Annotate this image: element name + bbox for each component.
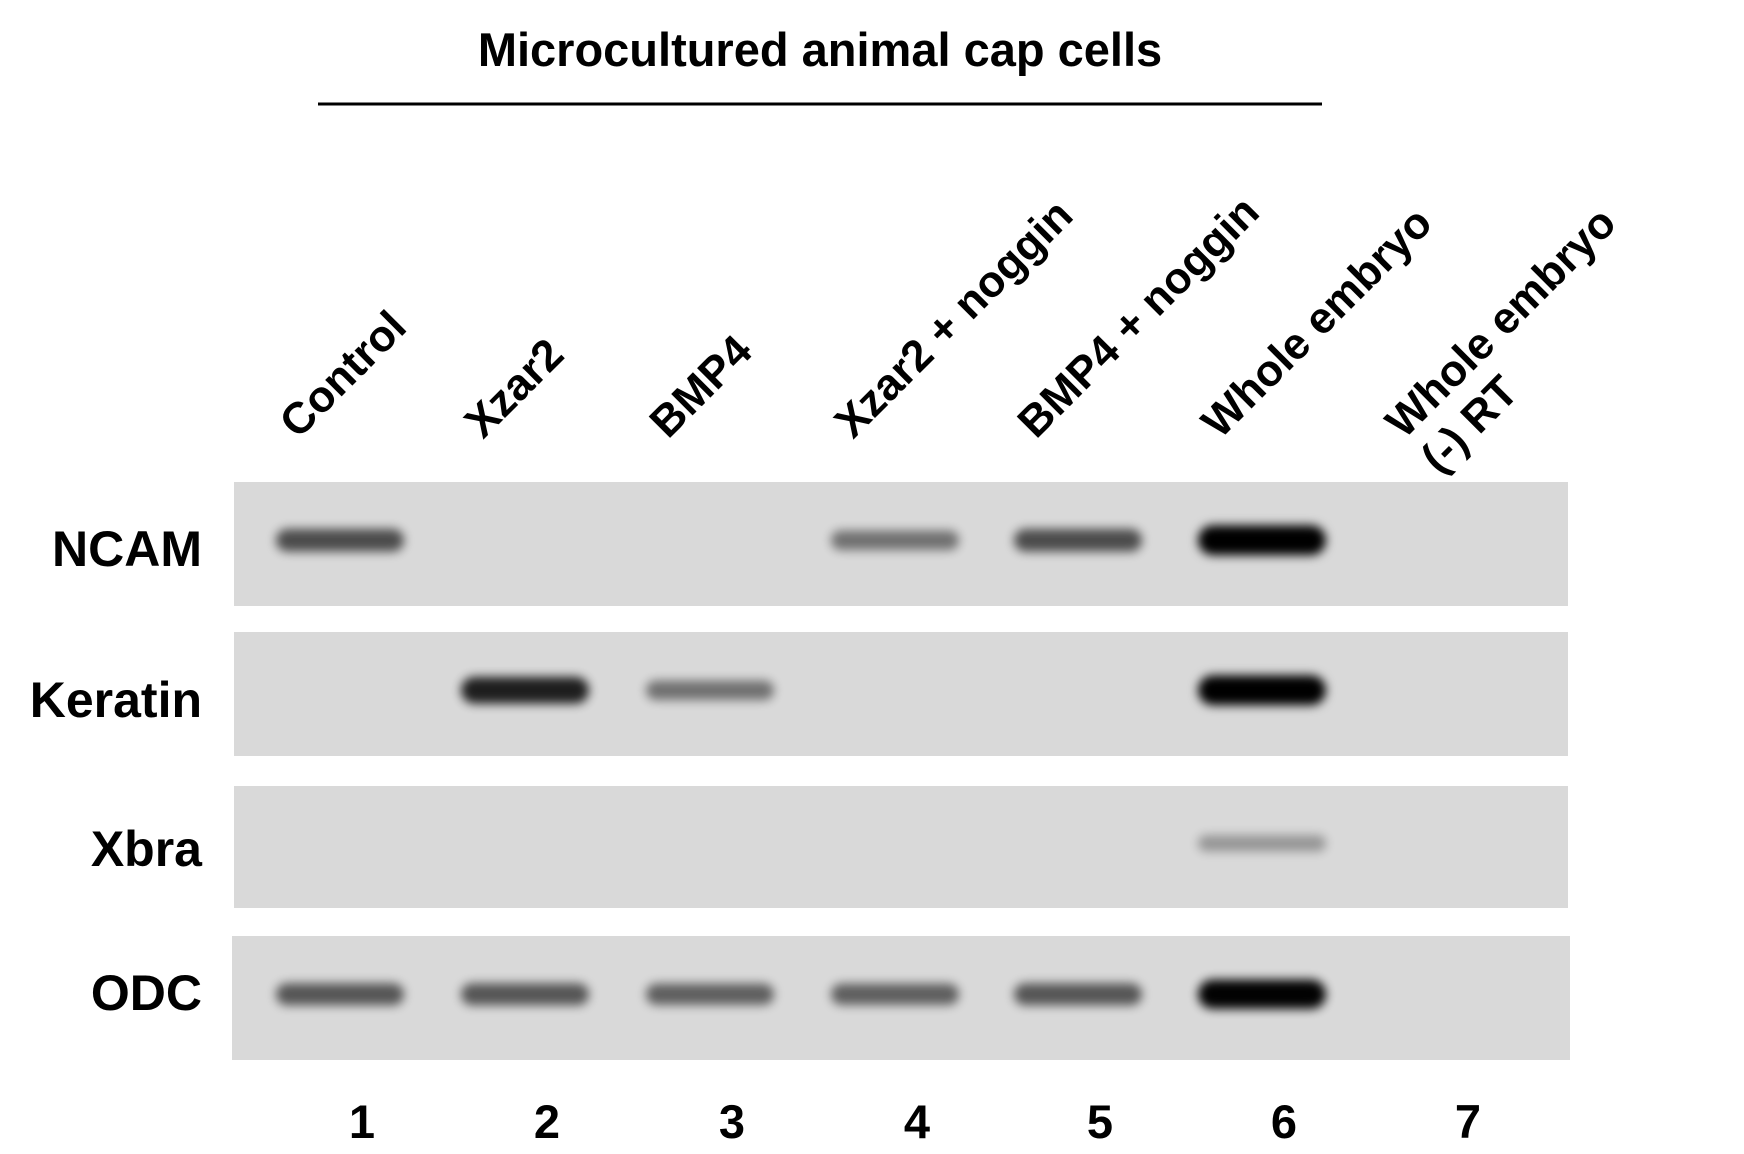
- gel-strip: [234, 632, 1568, 756]
- panel-odc: ODC: [91, 936, 1570, 1060]
- band-lane-2: [461, 676, 589, 704]
- lane-label-3-line-1: BMP4: [640, 326, 761, 447]
- lane-number-5: 5: [1087, 1095, 1113, 1148]
- lane-number-1: 1: [349, 1095, 375, 1148]
- lane-number-4: 4: [904, 1095, 930, 1148]
- band-lane-6: [1198, 979, 1326, 1009]
- figure-title: Microcultured animal cap cells: [478, 23, 1162, 76]
- band-lane-5: [1014, 528, 1142, 552]
- lane-number-6: 6: [1271, 1095, 1297, 1148]
- lane-numbers: 1 2 3 4 5 6 7: [349, 1095, 1481, 1148]
- band-lane-6: [1198, 835, 1326, 852]
- lane-number-7: 7: [1455, 1095, 1481, 1148]
- lane-label-1-line-1: Control: [270, 302, 415, 447]
- band-lane-6: [1198, 525, 1326, 556]
- band-lane-4: [831, 983, 959, 1005]
- lane-number-3: 3: [719, 1095, 745, 1148]
- lane-label-1: Control: [270, 302, 415, 447]
- gel-strip: [234, 786, 1568, 908]
- band-lane-1: [276, 983, 404, 1006]
- panel-xbra: Xbra: [91, 786, 1568, 908]
- band-lane-1: [276, 528, 404, 552]
- band-lane-2: [461, 983, 589, 1006]
- band-lane-3: [646, 680, 774, 701]
- gene-label-keratin: Keratin: [30, 672, 202, 728]
- gene-label-odc: ODC: [91, 965, 202, 1021]
- lane-label-2-line-1: Xzar2: [455, 329, 573, 447]
- panel-ncam: NCAM: [52, 482, 1568, 606]
- lane-label-3: BMP4: [640, 326, 761, 447]
- gel-panels: NCAM Keratin Xbra ODC: [30, 482, 1570, 1060]
- panel-keratin: Keratin: [30, 632, 1568, 756]
- gene-label-ncam: NCAM: [52, 521, 202, 577]
- gene-label-xbra: Xbra: [91, 821, 203, 877]
- band-lane-5: [1014, 983, 1142, 1006]
- lane-number-2: 2: [534, 1095, 560, 1148]
- band-lane-4: [831, 530, 959, 551]
- band-lane-6: [1198, 675, 1326, 706]
- lane-label-2: Xzar2: [455, 329, 573, 447]
- band-lane-3: [646, 983, 774, 1005]
